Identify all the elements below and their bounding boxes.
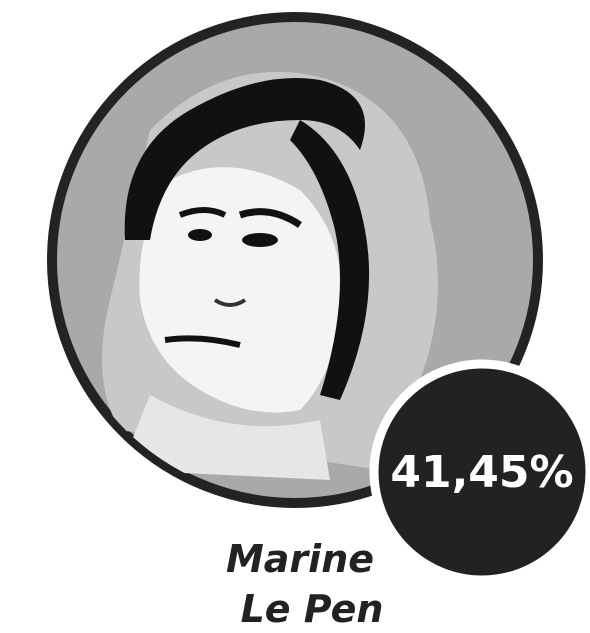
- name-line: Le Pen: [241, 587, 384, 631]
- portrait: [102, 71, 438, 480]
- name-line: Marine: [226, 537, 374, 581]
- result-label: 41,45%: [390, 447, 573, 498]
- result-badge: [369, 359, 590, 585]
